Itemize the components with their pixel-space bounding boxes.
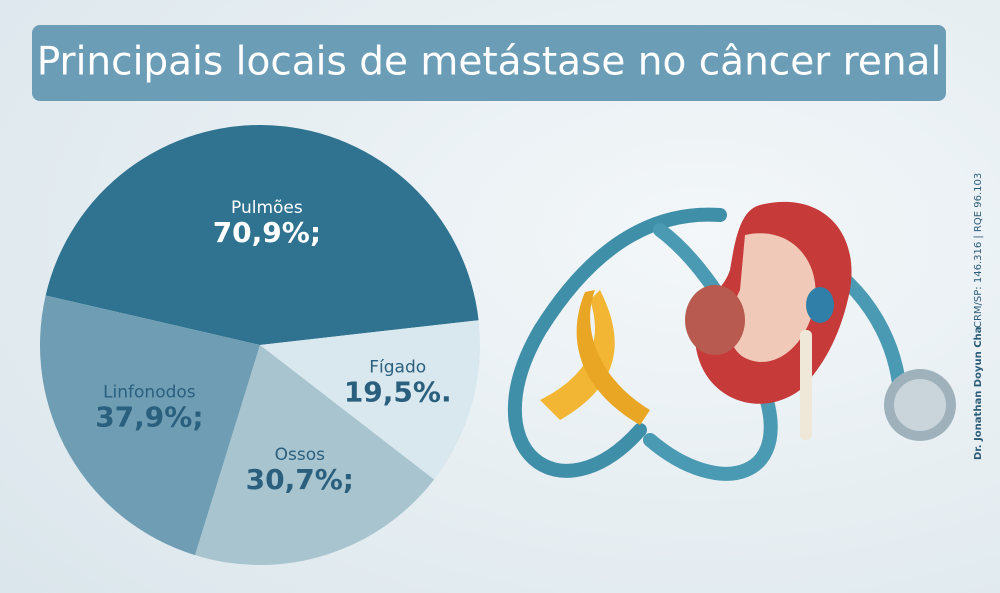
slice-label: Pulmões [231, 198, 303, 218]
title-box [32, 25, 946, 101]
credit-registration: CRM/SP: 146.316 | RQE 96.103 [973, 173, 984, 328]
pie-slice [194, 345, 435, 565]
pie-slice [45, 124, 479, 346]
slice-value-label: 30,7%; [246, 463, 354, 496]
slice-label: Linfonodos [103, 383, 196, 403]
slice-value-label: 19,5%. [344, 375, 452, 408]
credit-name: Dr. Jonathan Doyun Cha [973, 327, 984, 460]
pie-slice [39, 295, 260, 556]
pie-slice [260, 320, 480, 480]
credit: Dr. Jonathan Doyun Cha CRM/SP: 146.316 |… [973, 173, 984, 460]
slice-value-label: 37,9%; [95, 401, 203, 434]
slice-value-label: 70,9%; [213, 216, 321, 249]
slice-label: Fígado [369, 357, 426, 377]
chart-title: Principais locais de metástase no câncer… [37, 40, 942, 85]
slice-label: Ossos [275, 445, 325, 465]
illustration [507, 201, 956, 481]
